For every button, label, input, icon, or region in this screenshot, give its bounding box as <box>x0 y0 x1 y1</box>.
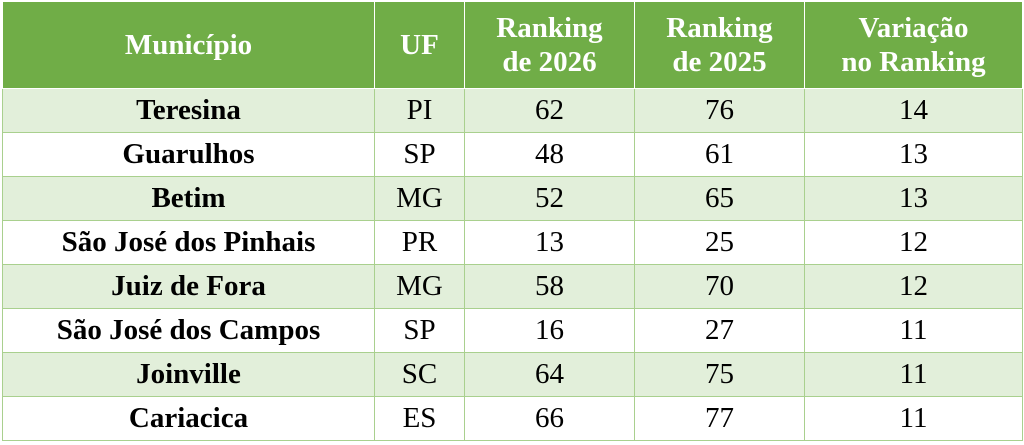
municipality-cell: Teresina <box>2 88 375 133</box>
header-cell: Município <box>2 1 375 89</box>
header-cell: Ranking de 2025 <box>634 1 805 89</box>
table-row: Guarulhos SP 48 61 13 <box>2 132 1023 177</box>
table-cell: 65 <box>634 176 805 221</box>
table-cell: 13 <box>804 176 1023 221</box>
table-cell: 58 <box>464 264 635 309</box>
table-cell: 62 <box>464 88 635 133</box>
table-cell: 64 <box>464 352 635 397</box>
table-cell: 66 <box>464 396 635 441</box>
table-row: Teresina PI 62 76 14 <box>2 88 1023 133</box>
table-cell: 48 <box>464 132 635 177</box>
table-cell: 12 <box>804 220 1023 265</box>
table-cell: MG <box>374 176 465 221</box>
table-cell: 76 <box>634 88 805 133</box>
municipality-cell: São José dos Pinhais <box>2 220 375 265</box>
municipality-cell: Betim <box>2 176 375 221</box>
table-cell: 52 <box>464 176 635 221</box>
header-text: de 2025 <box>672 46 767 78</box>
municipality-cell: São José dos Campos <box>2 308 375 353</box>
table-cell: PR <box>374 220 465 265</box>
table-row: São José dos Campos SP 16 27 11 <box>2 308 1023 353</box>
table-row: Joinville SC 64 75 11 <box>2 352 1023 397</box>
table-cell: MG <box>374 264 465 309</box>
header-text: Ranking <box>666 12 773 44</box>
municipality-cell: Juiz de Fora <box>2 264 375 309</box>
table-cell: 70 <box>634 264 805 309</box>
table-cell: 12 <box>804 264 1023 309</box>
table-cell: ES <box>374 396 465 441</box>
header-text: Município <box>124 29 253 61</box>
table-cell: 11 <box>804 352 1023 397</box>
header-cell: Variação no Ranking <box>804 1 1023 89</box>
table-cell: 61 <box>634 132 805 177</box>
table-cell: 11 <box>804 396 1023 441</box>
table-cell: 13 <box>464 220 635 265</box>
table-cell: SP <box>374 308 465 353</box>
header-row: Município UF Ranking de 2026 Ranking de 2025 V… <box>2 1 1023 89</box>
table-cell: 77 <box>634 396 805 441</box>
municipality-cell: Cariacica <box>2 396 375 441</box>
municipality-cell: Guarulhos <box>2 132 375 177</box>
table-row: São José dos Pinhais PR 13 25 12 <box>2 220 1023 265</box>
municipality-cell: Joinville <box>2 352 375 397</box>
table-cell: 16 <box>464 308 635 353</box>
table-cell: SC <box>374 352 465 397</box>
table-cell: 25 <box>634 220 805 265</box>
header-text: Variação <box>858 12 969 44</box>
table-cell: 11 <box>804 308 1023 353</box>
header-text: no Ranking <box>841 46 986 78</box>
table-cell: 14 <box>804 88 1023 133</box>
table-row: Cariacica ES 66 77 11 <box>2 396 1023 441</box>
header-cell: Ranking de 2026 <box>464 1 635 89</box>
table-cell: 13 <box>804 132 1023 177</box>
header-text: UF <box>400 29 439 61</box>
header-text: de 2026 <box>502 46 597 78</box>
table-cell: 75 <box>634 352 805 397</box>
table-cell: 27 <box>634 308 805 353</box>
header-text: Ranking <box>496 12 603 44</box>
table-row: Juiz de Fora MG 58 70 12 <box>2 264 1023 309</box>
table-cell: PI <box>374 88 465 133</box>
header-cell: UF <box>374 1 465 89</box>
table-row: Betim MG 52 65 13 <box>2 176 1023 221</box>
table-body: Teresina PI 62 76 14 Guarulhos SP 48 61 13 Betim MG… <box>2 88 1023 441</box>
table-cell: SP <box>374 132 465 177</box>
